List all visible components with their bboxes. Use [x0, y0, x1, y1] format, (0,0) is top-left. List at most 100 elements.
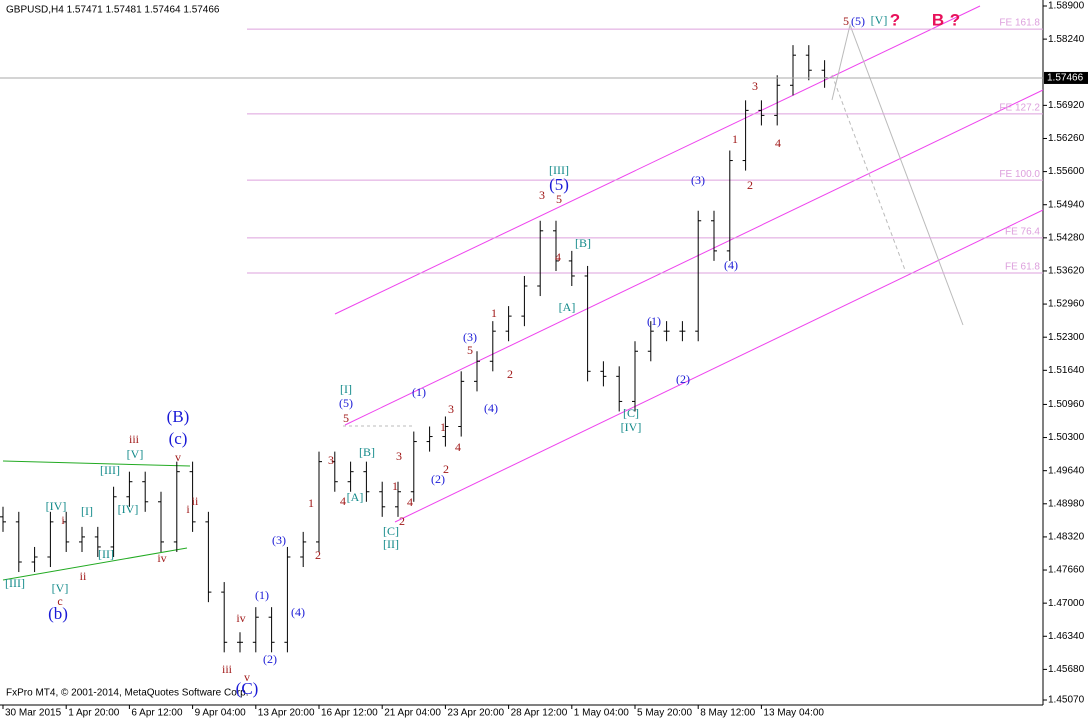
wave-label: iii: [129, 432, 140, 446]
wave-label: 5: [556, 192, 562, 206]
wave-label: (4): [724, 258, 738, 272]
wave-label: (3): [463, 330, 477, 344]
wave-label: (4): [291, 605, 305, 619]
wave-label: (3): [272, 533, 286, 547]
y-tick-label: 1.45680: [1048, 664, 1085, 675]
wave-label: (2): [263, 652, 277, 666]
wave-label: B: [932, 10, 944, 29]
y-tick-label: 1.52300: [1048, 332, 1085, 343]
fe-level-label: FE 100.0: [999, 169, 1040, 180]
x-tick-label: 23 Apr 20:00: [447, 708, 504, 719]
footer: FxPro MT4, © 2001-2014, MetaQuotes Softw…: [6, 688, 248, 699]
wave-label: (3): [691, 173, 705, 187]
x-tick-label: 9 Apr 04:00: [195, 708, 247, 719]
x-tick-label: 30 Mar 2015: [5, 708, 62, 719]
fe-level-label: FE 127.2: [999, 103, 1040, 114]
wave-label: c: [57, 594, 62, 608]
y-tick-label: 1.52960: [1048, 299, 1085, 310]
wave-label: [C]: [383, 524, 399, 538]
fe-level-label: FE 61.8: [1005, 262, 1040, 273]
wave-label: ii: [80, 569, 87, 583]
wave-label: 1: [491, 306, 497, 320]
wave-label: ii: [192, 494, 199, 508]
wave-label: (2): [676, 372, 690, 386]
wave-label: 5: [343, 411, 349, 425]
wave-label: (5): [851, 14, 865, 28]
wave-label: [B]: [359, 445, 375, 459]
y-tick-label: 1.58900: [1048, 1, 1085, 12]
wave-label: [III]: [5, 576, 25, 590]
x-tick-label: 13 May 04:00: [763, 708, 824, 719]
wave-label: [V]: [52, 581, 69, 595]
x-tick-label: 21 Apr 04:00: [384, 708, 441, 719]
wave-label: 2: [315, 548, 321, 562]
y-tick-label: 1.47660: [1048, 565, 1085, 576]
wave-label: [A]: [347, 490, 364, 504]
projection-line: [831, 23, 964, 326]
wave-label: [IV]: [46, 499, 67, 513]
x-tick-label: 1 Apr 20:00: [68, 708, 120, 719]
wave-label: v: [175, 450, 181, 464]
wave-label: 2: [443, 462, 449, 476]
wave-label: (1): [412, 385, 426, 399]
x-tick-label: 1 May 04:00: [574, 708, 629, 719]
channel-line: [394, 209, 1044, 523]
wave-label: [V]: [871, 13, 888, 27]
wave-label: [I]: [81, 504, 93, 518]
channel-line: [334, 5, 981, 315]
y-tick-label: 1.48980: [1048, 498, 1085, 509]
wave-label: (1): [255, 588, 269, 602]
wave-label: (5): [549, 175, 569, 194]
wave-label: (1): [647, 314, 661, 328]
wave-label: 3: [448, 402, 454, 416]
fe-level-label: FE 76.4: [1005, 226, 1040, 237]
wave-label: 2: [507, 367, 513, 381]
wave-label: [II]: [98, 547, 114, 561]
wave-label: ?: [950, 10, 960, 29]
fe-level-label: FE 161.8: [999, 18, 1040, 29]
wave-label: [II]: [383, 537, 399, 551]
wave-label: (5): [339, 396, 353, 410]
x-tick-label: 5 May 20:00: [637, 708, 692, 719]
wave-label: [A]: [559, 300, 576, 314]
wave-label: 2: [747, 178, 753, 192]
wave-label: v: [244, 670, 250, 684]
wave-label: [IV]: [621, 420, 642, 434]
triangle-line: [2, 547, 188, 581]
wave-label: i: [61, 513, 65, 527]
y-tick-label: 1.58240: [1048, 34, 1085, 45]
x-tick-label: 8 May 12:00: [700, 708, 755, 719]
wave-label: [III]: [549, 163, 569, 177]
chart-title: GBPUSD,H4 1.57471 1.57481 1.57464 1.5746…: [6, 5, 220, 16]
wave-label: i: [186, 502, 190, 516]
wave-label: 3: [539, 188, 545, 202]
wave-label: 1: [392, 479, 398, 493]
wave-label: [III]: [100, 463, 120, 477]
wave-label: 5: [467, 343, 473, 357]
x-tick-label: 16 Apr 12:00: [321, 708, 378, 719]
wave-label: ?: [890, 10, 900, 29]
y-tick-label: 1.54280: [1048, 232, 1085, 243]
wave-label: (c): [169, 429, 188, 448]
y-tick-label: 1.46340: [1048, 631, 1085, 642]
wave-label: 4: [455, 440, 461, 454]
y-tick-label: 1.53620: [1048, 266, 1085, 277]
y-tick-label: 1.51640: [1048, 365, 1085, 376]
x-tick-label: 28 Apr 12:00: [511, 708, 568, 719]
wave-label: [B]: [575, 236, 591, 250]
wave-label: (4): [484, 401, 498, 415]
wave-label: 3: [752, 79, 758, 93]
x-tick-label: 6 Apr 12:00: [131, 708, 183, 719]
x-tick-label: 13 Apr 20:00: [258, 708, 315, 719]
wave-label: iii: [222, 662, 233, 676]
y-tick-label: 1.45070: [1048, 695, 1085, 706]
wave-label: 4: [340, 494, 346, 508]
triangle-line: [2, 460, 191, 467]
y-tick-label: 1.49640: [1048, 465, 1085, 476]
wave-label: 1: [732, 132, 738, 146]
wave-label: 3: [328, 453, 334, 467]
wave-label: [C]: [623, 406, 639, 420]
current-price-label: 1.57466: [1047, 73, 1084, 84]
